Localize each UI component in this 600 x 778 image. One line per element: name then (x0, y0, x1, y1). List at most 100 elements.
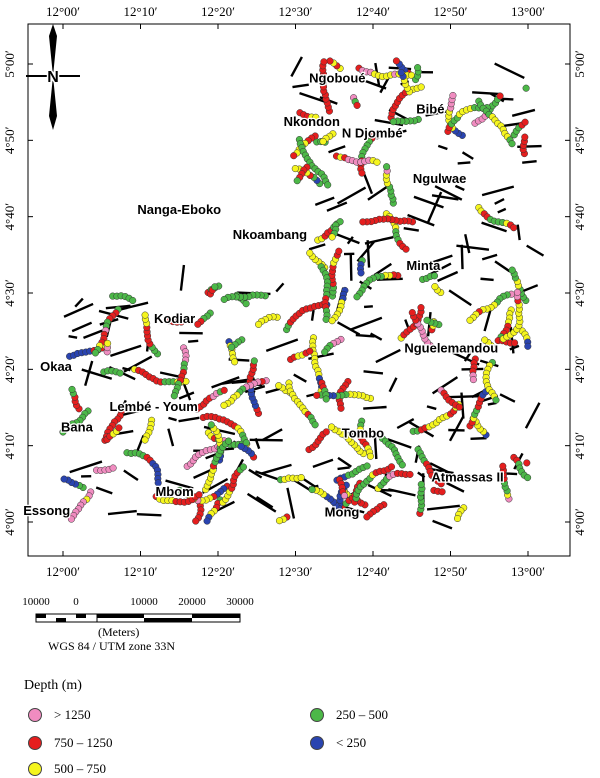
depth-point (408, 309, 416, 317)
longitude-label: 13°00′ (511, 4, 545, 19)
depth-point (499, 462, 507, 470)
lineament (480, 277, 494, 282)
depth-point (220, 386, 228, 394)
lineament (396, 418, 415, 430)
latitude-label: 4°40′ (2, 203, 17, 231)
depth-point (508, 140, 516, 148)
depth-point (203, 517, 211, 525)
lineament (168, 416, 177, 422)
lineament (376, 129, 407, 140)
lineament (431, 376, 459, 395)
depth-point (275, 382, 283, 390)
lineament (472, 91, 501, 96)
depth-point (324, 181, 332, 189)
depth-point (508, 266, 516, 274)
depth-point (59, 428, 67, 436)
lineament (81, 368, 113, 380)
lineament (83, 329, 103, 340)
lineament (481, 253, 498, 261)
lineament (367, 185, 389, 201)
scale-units: (Meters) (98, 625, 140, 639)
depth-point (524, 474, 532, 482)
lineament (470, 436, 487, 441)
lineament (464, 233, 471, 254)
place-label: Minta (406, 258, 441, 273)
place-label: Mbom (155, 484, 193, 499)
lineament (363, 405, 387, 410)
lineament (511, 108, 536, 118)
lineament (337, 466, 350, 471)
depth-points-layer (59, 57, 532, 525)
lineament (364, 235, 394, 245)
depth-point (328, 423, 336, 431)
lineament (432, 519, 453, 530)
depth-point (308, 486, 316, 494)
depth-point (116, 369, 124, 377)
depth-point (431, 283, 439, 291)
depth-point (392, 57, 400, 65)
depth-point (154, 479, 162, 487)
lineament (74, 297, 84, 308)
depth-point (402, 245, 410, 253)
latitude-label: 4°50′ (572, 126, 587, 154)
depth-point (417, 304, 425, 312)
lineament (448, 289, 472, 307)
depth-point (453, 514, 462, 523)
depth-point (387, 463, 396, 471)
depth-point (311, 421, 319, 429)
lineament (165, 479, 194, 490)
depth-point (297, 474, 305, 482)
lineament (350, 316, 383, 331)
depth-point (313, 391, 321, 399)
lineament (292, 83, 309, 89)
depth-point (67, 515, 75, 523)
legend-label: 500 – 750 (54, 761, 106, 776)
lineament (248, 468, 263, 479)
lineament (407, 213, 435, 227)
place-label: Atmassas II (431, 470, 503, 485)
latitude-label: 4°20′ (572, 355, 587, 383)
depth-point (195, 491, 203, 499)
legend-label: < 250 (336, 735, 367, 750)
latitude-label: 5°00′ (2, 50, 17, 78)
lineament (312, 458, 334, 468)
depth-point (211, 283, 219, 291)
legend-item: 500 – 750 (28, 761, 106, 777)
lineament (336, 186, 367, 205)
lineament (434, 185, 463, 201)
legend-item: < 250 (310, 735, 366, 751)
place-label: Tombo (342, 425, 384, 440)
lineament (290, 56, 303, 78)
depth-point (322, 428, 330, 436)
latitude-label: 4°10′ (2, 432, 17, 460)
depth-point (363, 462, 371, 470)
depth-point (177, 318, 185, 326)
depth-point (194, 320, 202, 328)
lineament (63, 302, 94, 318)
scale-bar-labels: 10000 0 10000 20000 30000 (18, 596, 258, 610)
latitude-label: 4°40′ (572, 203, 587, 231)
depth-point (306, 347, 314, 355)
scale-bar-label: 30000 (226, 596, 254, 608)
scale-bar-label: 0 (73, 596, 79, 608)
lineament (524, 402, 541, 429)
place-label: Bibé (416, 101, 444, 116)
depth-point (129, 296, 137, 305)
lineament (446, 481, 465, 493)
lineament (261, 463, 292, 475)
lineament (373, 436, 378, 460)
depth-point (359, 218, 367, 226)
latitude-label: 4°20′ (2, 355, 17, 383)
legend-title: Depth (m) (24, 678, 82, 693)
map-frame: 12°00′ 12°00′ 12°10′ 12°10′ 12°20′ 12°20′ 12°3… (2, 4, 587, 579)
lineament (178, 416, 200, 423)
lineament (314, 196, 335, 207)
depth-point (389, 118, 397, 126)
depth-point (414, 64, 422, 72)
lineament (310, 309, 315, 321)
place-label: Nkondon (284, 114, 340, 129)
depth-point (357, 269, 365, 277)
lineament (123, 355, 153, 373)
legend-swatch (28, 762, 42, 776)
